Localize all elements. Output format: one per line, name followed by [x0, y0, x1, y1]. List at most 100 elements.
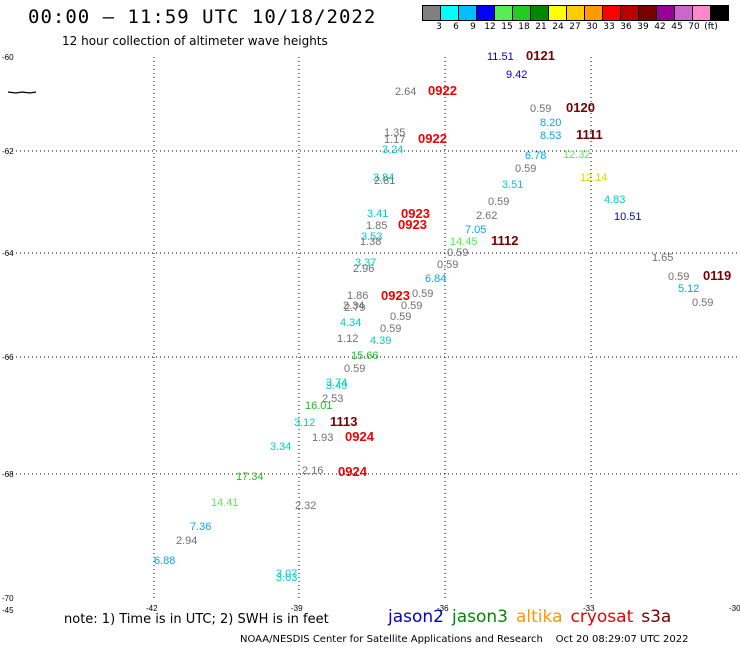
wave-height-label: 1.17	[384, 134, 405, 146]
mission-jason2: jason2	[388, 607, 444, 627]
wave-height-label: 1.86	[347, 290, 368, 302]
credit-line: NOAA/NESDIS Center for Satellite Applica…	[240, 634, 689, 645]
wave-height-label: 3.12	[294, 417, 315, 429]
wave-height-label: 3.84	[373, 172, 394, 184]
scale-swatch	[566, 5, 584, 21]
axis-labels: -60 -62 -64 -66 -68 -70 -45 -42 -39 -36 -33 -30	[2, 53, 740, 615]
latitude-label: -68	[2, 470, 14, 479]
scale-swatch	[602, 5, 620, 21]
credit-text: NOAA/NESDIS Center for Satellite Applica…	[240, 634, 543, 645]
wave-height-label: 3.07	[276, 568, 297, 580]
wave-height-label: 11.51	[487, 51, 514, 63]
wave-height-label: 6.78	[525, 150, 546, 162]
scale-label: 9	[470, 22, 476, 32]
scale-swatch	[656, 5, 674, 21]
wave-height-label: 7.05	[465, 224, 486, 236]
units-note: note: 1) Time is in UTC; 2) SWH is in fe…	[64, 612, 329, 627]
wave-height-label: 3.37	[355, 257, 376, 269]
mission-s3a: s3a	[641, 607, 672, 627]
wave-height-label: 3.53	[361, 231, 382, 243]
pass-time-label: 0121	[526, 48, 555, 63]
scale-swatch	[638, 5, 656, 21]
wave-height-label: 9.42	[506, 69, 527, 81]
wave-height-label: 1.38	[360, 236, 381, 248]
scale-label: 36	[620, 22, 632, 32]
pass-time-label: 0923	[381, 288, 410, 303]
pass-time-label: 0923	[398, 217, 427, 232]
latitude-label: -70	[2, 594, 14, 603]
wave-height-label: 0.59	[488, 196, 509, 208]
wave-height-label: 3.24	[382, 144, 403, 156]
scale-label: 12	[484, 22, 496, 32]
scale-label: 39	[637, 22, 649, 32]
wave-height-label: 10.51	[614, 211, 642, 223]
wave-height-label: 8.53	[540, 130, 561, 142]
longitude-label: -39	[291, 604, 303, 613]
wave-height-label: 4.34	[340, 317, 361, 329]
pass-time-label: 0922	[428, 83, 457, 98]
latitude-label: -62	[2, 147, 14, 156]
pass-time-label: 0119	[703, 268, 731, 283]
scale-swatch	[476, 5, 494, 21]
scale-swatch	[584, 5, 602, 21]
wave-height-label: 0.59	[412, 288, 433, 300]
longitude-label: -30	[729, 604, 740, 613]
scale-swatch	[674, 5, 692, 21]
wave-height-label: 3.74	[326, 377, 347, 389]
scale-label: 3	[436, 22, 442, 32]
wave-height-label: 0.59	[437, 259, 458, 271]
wave-height-label: 0.59	[515, 163, 536, 175]
pass-time-label: 0924	[338, 464, 368, 479]
mission-cryosat: cryosat	[570, 607, 634, 627]
scale-swatch	[512, 5, 530, 21]
wave-height-label: 1.35	[384, 127, 405, 139]
scale-swatch	[440, 5, 458, 21]
scale-swatch	[458, 5, 476, 21]
wave-height-label: 2.81	[374, 175, 395, 187]
wave-height-label: 1.93	[312, 432, 333, 444]
scale-label: 33	[603, 22, 615, 32]
scale-swatch	[710, 5, 729, 21]
latitude-label: -60	[2, 53, 14, 62]
pass-time-label: 1113	[330, 414, 358, 429]
wave-height-label: 0.59	[447, 247, 468, 259]
wave-height-label: 4.39	[370, 335, 391, 347]
pass-time-label: 0924	[345, 429, 375, 444]
wave-height-label: 7.36	[190, 521, 211, 533]
wave-height-label: 14.45	[450, 236, 478, 248]
color-scale-legend	[422, 5, 729, 21]
map-subtitle: 12 hour collection of altimeter wave hei…	[62, 34, 328, 48]
wave-height-label: 2.96	[353, 263, 374, 275]
lat-lon-grid	[8, 57, 737, 598]
scale-label: 6	[453, 22, 459, 32]
scale-label: 18	[518, 22, 530, 32]
wave-height-label: 16.01	[305, 400, 333, 412]
pass-time-label: 1112	[491, 233, 519, 248]
wave-height-label: 1.85	[366, 220, 387, 232]
wave-height-label: 2.16	[302, 465, 323, 477]
wave-height-label: 17.34	[236, 471, 264, 483]
longitude-label: -45	[2, 606, 14, 615]
scale-label: 30	[586, 22, 598, 32]
wave-height-label: 3.34	[270, 441, 291, 453]
wave-height-label: 2.94	[176, 535, 197, 547]
wave-height-label: 2.79	[344, 302, 365, 314]
longitude-label: -36	[437, 604, 449, 613]
scale-label: 15	[501, 22, 513, 32]
scale-swatch	[530, 5, 548, 21]
wave-height-label: 0.59	[530, 103, 551, 115]
wave-height-label: 14.41	[211, 497, 239, 509]
longitude-label: -33	[583, 604, 595, 613]
scale-label: 27	[569, 22, 581, 32]
longitude-label: -42	[146, 604, 158, 613]
latitude-label: -66	[2, 353, 14, 362]
mission-altika: altika	[516, 607, 563, 627]
wave-height-label: 5.12	[678, 283, 699, 295]
wave-height-label: 12.14	[580, 172, 608, 184]
wave-height-label: 6.88	[154, 555, 175, 567]
wave-height-label: 0.59	[380, 323, 401, 335]
wave-height-label: 8.20	[540, 117, 561, 129]
timestamp: Oct 20 08:29:07 UTC 2022	[555, 634, 689, 645]
scale-swatch	[692, 5, 710, 21]
